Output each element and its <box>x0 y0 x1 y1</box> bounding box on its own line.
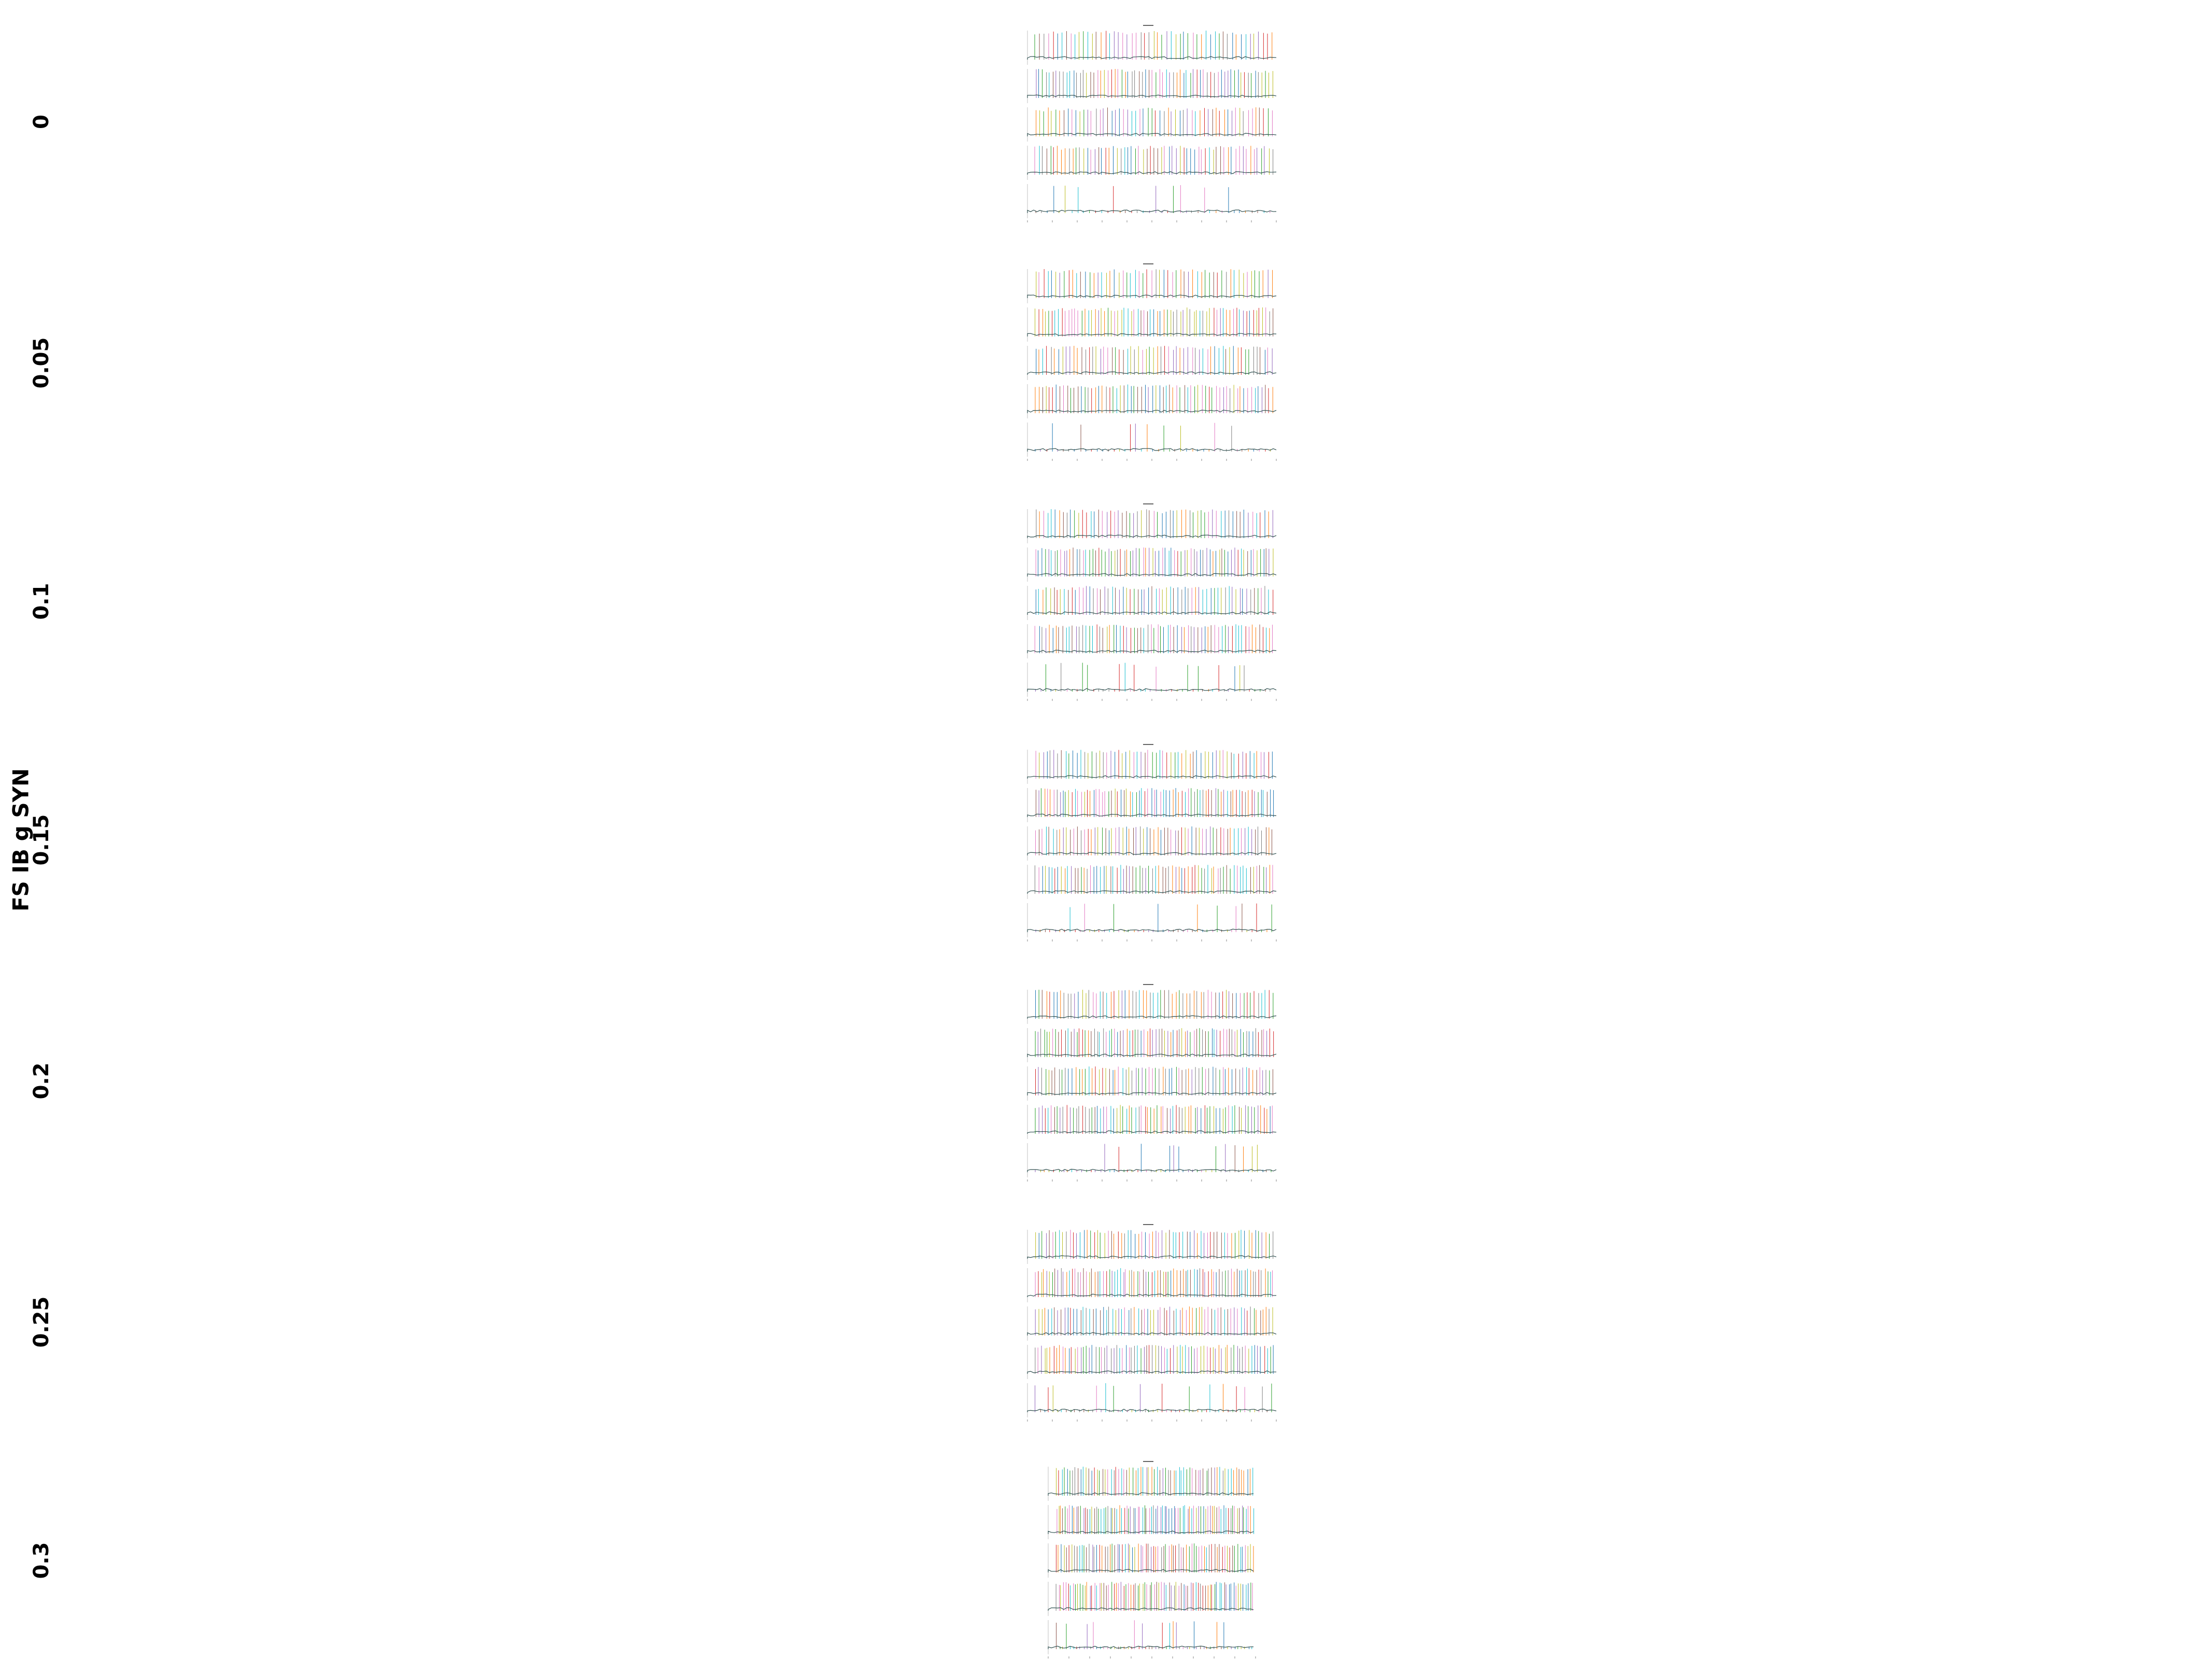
baseline-trace <box>1027 333 1277 336</box>
baseline-trace <box>1027 56 1277 60</box>
baseline-trace <box>1027 1255 1277 1259</box>
baseline-trace <box>1027 573 1277 577</box>
row-panel <box>1016 23 1280 223</box>
row-panel <box>1037 1459 1260 1659</box>
row-panel <box>1016 742 1280 942</box>
baseline-trace <box>1027 1409 1277 1412</box>
row-label: 0.3 <box>30 1542 53 1579</box>
row-panel <box>1016 262 1280 461</box>
row-label: 0.1 <box>30 583 53 620</box>
baseline-trace <box>1027 209 1277 213</box>
panel-svg <box>1027 744 1277 941</box>
row-label: 0.2 <box>30 1062 53 1100</box>
baseline-trace <box>1048 1569 1254 1572</box>
baseline-trace <box>1027 650 1277 653</box>
baseline-trace <box>1027 929 1277 932</box>
panel-svg <box>1027 984 1277 1182</box>
baseline-trace <box>1027 1130 1277 1134</box>
baseline-trace <box>1027 535 1277 538</box>
baseline-trace <box>1027 94 1277 98</box>
panel-svg <box>1027 25 1277 222</box>
baseline-trace <box>1027 890 1277 894</box>
baseline-trace <box>1027 1370 1277 1374</box>
row-label: 0.05 <box>30 337 53 389</box>
baseline-trace <box>1048 1607 1254 1611</box>
baseline-trace <box>1027 1294 1277 1297</box>
baseline-trace <box>1027 1332 1277 1335</box>
row-label: 0 <box>30 115 53 129</box>
baseline-trace <box>1027 688 1277 692</box>
panel-svg <box>1027 263 1277 461</box>
panel-svg <box>1027 503 1277 701</box>
baseline-trace <box>1027 1015 1277 1019</box>
baseline-trace <box>1027 1169 1277 1172</box>
baseline-trace <box>1027 1053 1277 1057</box>
row-panel <box>1016 1222 1280 1422</box>
row-panel <box>1016 502 1280 701</box>
baseline-trace <box>1048 1492 1254 1496</box>
baseline-trace <box>1048 1530 1254 1534</box>
row-label: 0.15 <box>30 814 53 866</box>
baseline-trace <box>1027 852 1277 855</box>
row-label: 0.25 <box>30 1296 53 1348</box>
baseline-trace <box>1048 1646 1254 1649</box>
baseline-trace <box>1027 133 1277 136</box>
panel-svg <box>1048 1461 1256 1658</box>
panel-svg <box>1027 1224 1277 1422</box>
baseline-trace <box>1027 1092 1277 1095</box>
baseline-trace <box>1027 611 1277 615</box>
baseline-trace <box>1027 410 1277 413</box>
baseline-trace <box>1027 775 1277 779</box>
baseline-trace <box>1027 371 1277 375</box>
baseline-trace <box>1027 294 1277 298</box>
baseline-trace <box>1027 448 1277 452</box>
row-panel <box>1016 982 1280 1182</box>
baseline-trace <box>1027 813 1277 817</box>
baseline-trace <box>1027 171 1277 175</box>
